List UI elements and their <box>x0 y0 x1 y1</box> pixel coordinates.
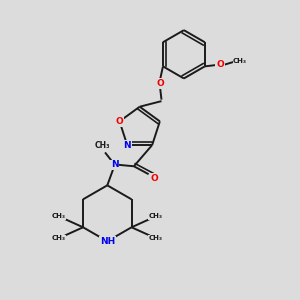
Text: O: O <box>151 173 158 182</box>
Text: CH₃: CH₃ <box>233 58 247 64</box>
Text: CH₃: CH₃ <box>149 213 163 219</box>
Text: O: O <box>216 60 224 69</box>
Text: N: N <box>123 141 131 150</box>
Text: CH₃: CH₃ <box>149 236 163 242</box>
Text: O: O <box>116 117 123 126</box>
Text: NH: NH <box>100 237 115 246</box>
Text: CH₃: CH₃ <box>52 213 66 219</box>
Text: CH₃: CH₃ <box>52 236 66 242</box>
Text: N: N <box>111 160 118 169</box>
Text: CH₃: CH₃ <box>94 141 110 150</box>
Text: O: O <box>156 79 164 88</box>
